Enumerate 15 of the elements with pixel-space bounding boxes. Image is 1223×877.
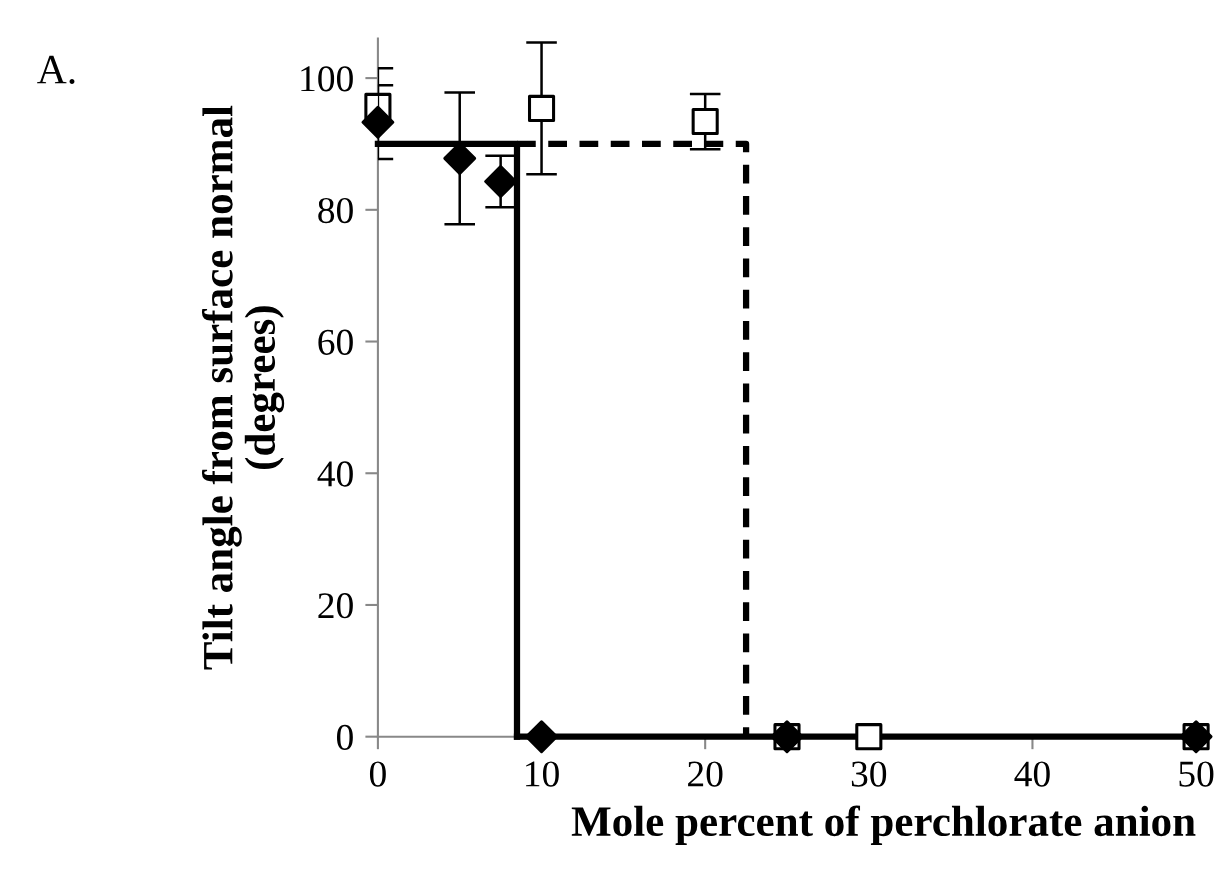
y-tick-label: 100 bbox=[301, 66, 353, 92]
y-tick-label: 0 bbox=[336, 724, 353, 751]
x-tick-label: 10 bbox=[526, 761, 559, 787]
x-tick-label: 50 bbox=[1179, 761, 1214, 787]
text: A. bbox=[37, 55, 75, 84]
y-tick-label: 20 bbox=[318, 593, 353, 619]
x-tick-label: 0 bbox=[369, 761, 386, 787]
x-tick-label: 30 bbox=[851, 761, 887, 787]
y-tick-label: 80 bbox=[318, 197, 353, 224]
y-tick-label: 60 bbox=[318, 329, 353, 355]
y-axis-title: Tilt angle from surface normal (degrees) bbox=[201, 105, 285, 670]
x-axis-title: Mole percent of perchlorate anion bbox=[571, 805, 1196, 845]
x-tick-label: 40 bbox=[1014, 761, 1050, 787]
x-tick-label: 20 bbox=[688, 761, 723, 787]
y-tick-label: 40 bbox=[317, 461, 353, 487]
